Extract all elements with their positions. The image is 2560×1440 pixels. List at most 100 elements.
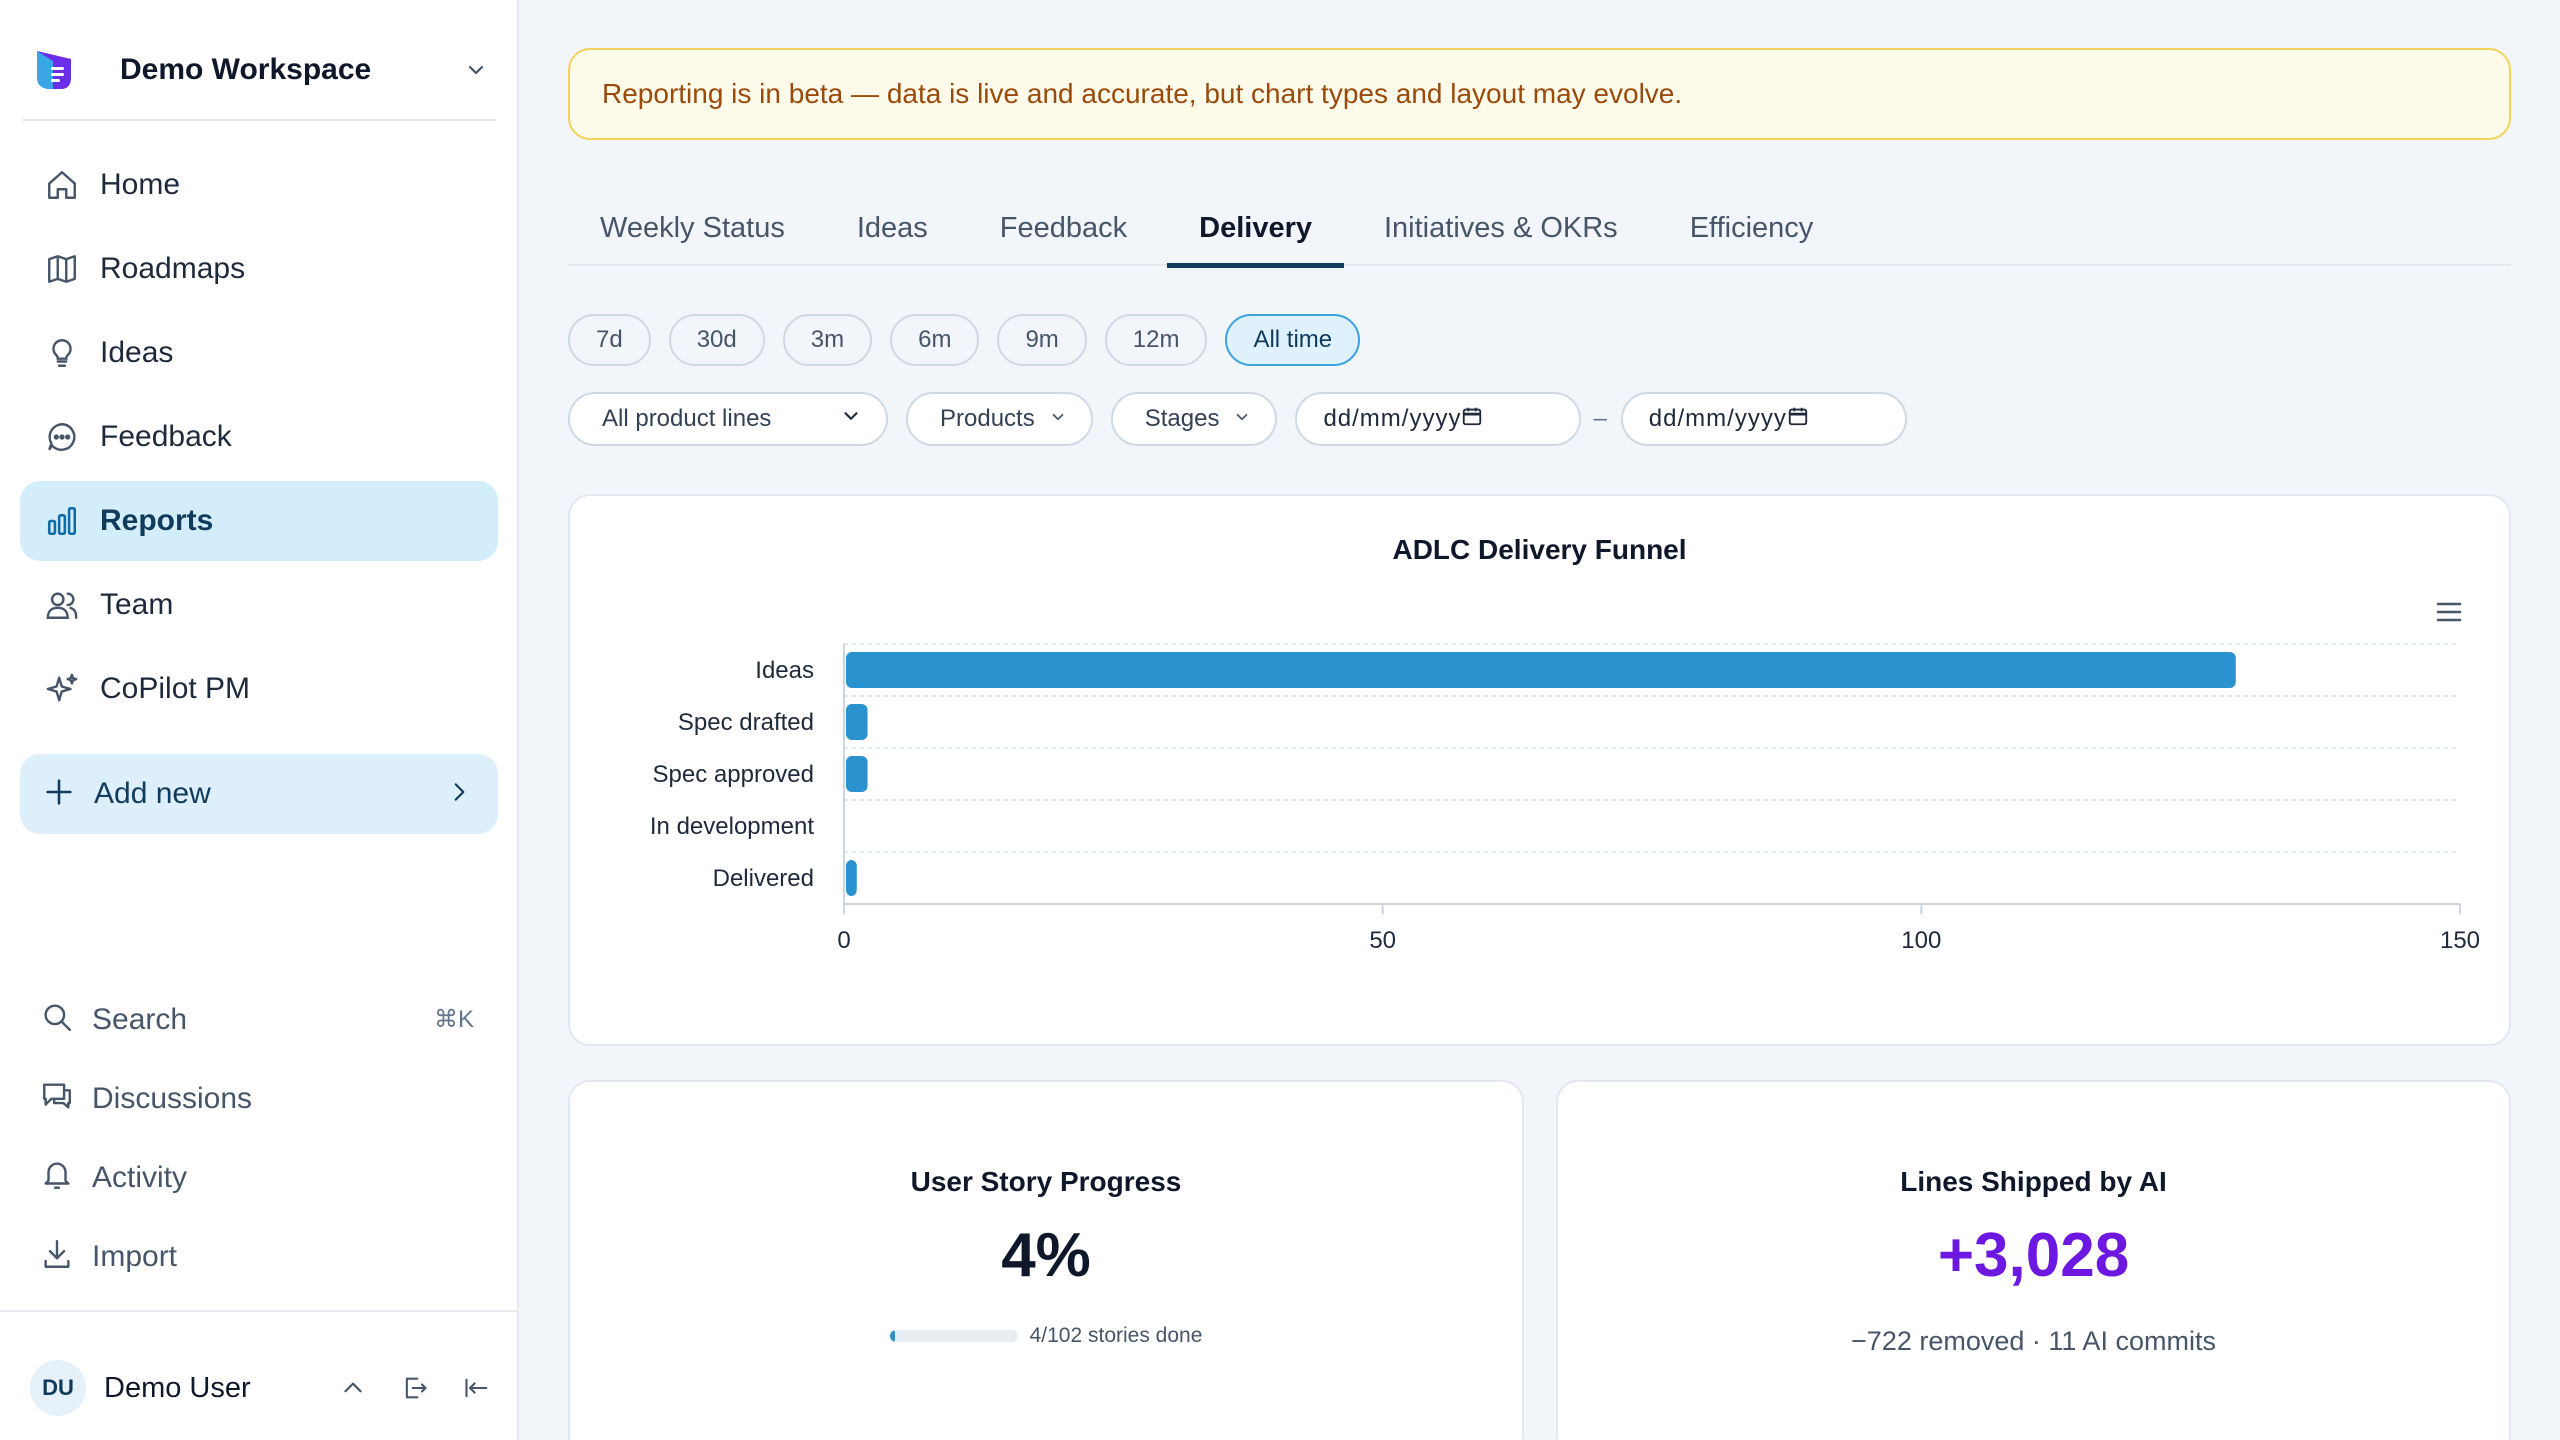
nav-item-roadmaps[interactable]: Roadmaps	[20, 229, 498, 309]
activity-label: Activity	[92, 1160, 188, 1194]
workspace-name: Demo Workspace	[120, 53, 372, 86]
filter-bar: All product lines Products Stages dd/mm/…	[568, 392, 1907, 446]
user-story-progress-card: User Story Progress 4% 4/102 stories don…	[568, 1080, 1524, 1440]
discussions-label: Discussions	[92, 1081, 253, 1115]
activity-link[interactable]: Activity	[20, 1138, 498, 1217]
collapse-sidebar-icon[interactable]	[454, 1365, 500, 1411]
lightbulb-icon	[42, 333, 82, 373]
stat-caption: −722 removed · 11 AI commits	[1851, 1326, 2216, 1356]
sidebar: Demo Workspace Home Roadmaps Ideas	[0, 0, 519, 1440]
discussions-link[interactable]: Discussions	[20, 1059, 498, 1138]
stages-filter[interactable]: Stages	[1110, 392, 1278, 446]
divider	[0, 1310, 519, 1312]
workspace-switcher[interactable]: Demo Workspace	[22, 22, 496, 118]
x-tick-label: 0	[837, 927, 850, 954]
range-6m[interactable]: 6m	[890, 314, 980, 366]
funnel-bar	[846, 704, 868, 740]
range-12m[interactable]: 12m	[1104, 314, 1208, 366]
time-range-selector: 7d 30d 3m 6m 9m 12m All time	[568, 314, 1378, 366]
product-lines-select[interactable]: All product lines	[568, 392, 888, 446]
import-label: Import	[92, 1239, 178, 1273]
chevron-down-icon	[1233, 405, 1251, 433]
nav-item-feedback[interactable]: Feedback	[20, 397, 498, 477]
chevron-up-icon[interactable]	[330, 1365, 376, 1411]
x-tick-label: 50	[1369, 927, 1396, 954]
funnel-bar	[846, 756, 868, 792]
beta-banner: Reporting is in beta — data is live and …	[568, 48, 2511, 140]
search-icon	[40, 1000, 74, 1039]
tab-ideas[interactable]: Ideas	[856, 211, 928, 244]
range-all-time[interactable]: All time	[1225, 314, 1361, 366]
products-filter[interactable]: Products	[906, 392, 1093, 446]
category-label: Spec drafted	[678, 709, 814, 736]
tab-initiatives-okrs[interactable]: Initiatives & OKRs	[1384, 211, 1618, 244]
chevron-down-icon	[840, 405, 862, 434]
nav-item-ideas[interactable]: Ideas	[20, 313, 498, 393]
x-tick-label: 150	[2440, 927, 2480, 954]
range-9m[interactable]: 9m	[997, 314, 1087, 366]
users-icon	[42, 585, 82, 625]
nav-item-label: Feedback	[100, 420, 232, 453]
date-to-input[interactable]: dd/mm/yyyy	[1620, 392, 1907, 446]
nav-item-label: Ideas	[100, 336, 174, 369]
funnel-bar	[846, 860, 857, 896]
nav-item-copilot-pm[interactable]: CoPilot PM	[20, 649, 498, 729]
calendar-icon[interactable]	[1461, 405, 1555, 434]
range-7d[interactable]: 7d	[568, 314, 651, 366]
stat-value: 4%	[1001, 1221, 1091, 1290]
secondary-nav: Search ⌘K Discussions Activity Import	[20, 980, 498, 1296]
stat-title: Lines Shipped by AI	[1900, 1166, 2167, 1197]
range-30d[interactable]: 30d	[668, 314, 765, 366]
chevron-down-icon	[456, 50, 496, 90]
plus-icon	[42, 775, 76, 814]
date-from-placeholder: dd/mm/yyyy	[1323, 405, 1462, 432]
bell-icon	[40, 1158, 74, 1197]
report-tabs: Weekly Status Ideas Feedback Delivery In…	[568, 190, 2511, 268]
date-from-input[interactable]: dd/mm/yyyy	[1295, 392, 1582, 446]
chat-bubble-icon	[42, 417, 82, 457]
nav-item-label: Roadmaps	[100, 252, 246, 285]
progress-bar-track	[889, 1330, 1018, 1342]
search-label: Search	[92, 1002, 188, 1036]
nav-item-label: Home	[100, 168, 181, 201]
delivery-funnel-card: ADLC Delivery Funnel Ideas Spec drafted Sp…	[568, 494, 2511, 1046]
range-3m[interactable]: 3m	[782, 314, 873, 366]
nav-item-home[interactable]: Home	[20, 145, 498, 225]
chevron-down-icon	[1049, 405, 1067, 433]
user-name[interactable]: Demo User	[104, 1371, 251, 1404]
tab-feedback[interactable]: Feedback	[999, 211, 1128, 244]
tab-delivery[interactable]: Delivery	[1167, 190, 1344, 268]
product-lines-value: All product lines	[602, 405, 772, 432]
tab-weekly-status[interactable]: Weekly Status	[600, 211, 785, 244]
lines-shipped-by-ai-card: Lines Shipped by AI +3,028 −722 removed …	[1556, 1080, 2511, 1440]
sparkles-icon	[42, 669, 82, 709]
add-new-button[interactable]: Add new	[20, 754, 498, 834]
import-link[interactable]: Import	[20, 1217, 498, 1296]
sign-out-icon[interactable]	[392, 1365, 438, 1411]
progress-bar-fill	[889, 1330, 895, 1342]
beta-banner-text: Reporting is in beta — data is live and …	[602, 78, 1683, 109]
calendar-icon[interactable]	[1787, 405, 1881, 434]
nav-item-label: CoPilot PM	[100, 672, 251, 705]
chart-menu-icon[interactable]	[2426, 592, 2472, 632]
workspace-logo-icon	[22, 38, 86, 102]
download-icon	[40, 1237, 74, 1276]
map-icon	[42, 249, 82, 289]
stat-value: +3,028	[1937, 1221, 2130, 1290]
category-label: Delivered	[713, 865, 814, 892]
nav-item-team[interactable]: Team	[20, 565, 498, 645]
progress-caption: 4/102 stories done	[1029, 1324, 1203, 1347]
tab-efficiency[interactable]: Efficiency	[1689, 211, 1814, 244]
chart-title: ADLC Delivery Funnel	[1392, 534, 1687, 565]
nav-item-reports[interactable]: Reports	[20, 481, 498, 561]
avatar[interactable]: DU	[30, 1360, 86, 1416]
divider	[22, 119, 496, 121]
category-label: Spec approved	[653, 761, 814, 788]
x-tick-label: 100	[1901, 927, 1941, 954]
bar-chart-icon	[42, 501, 82, 541]
search-button[interactable]: Search ⌘K	[20, 980, 498, 1059]
funnel-chart: Ideas Spec drafted Spec approved In develop…	[650, 643, 2480, 954]
chevron-right-icon	[446, 779, 472, 810]
stages-filter-label: Stages	[1144, 405, 1220, 432]
story-progress: 4/102 stories done	[570, 1324, 1522, 1348]
